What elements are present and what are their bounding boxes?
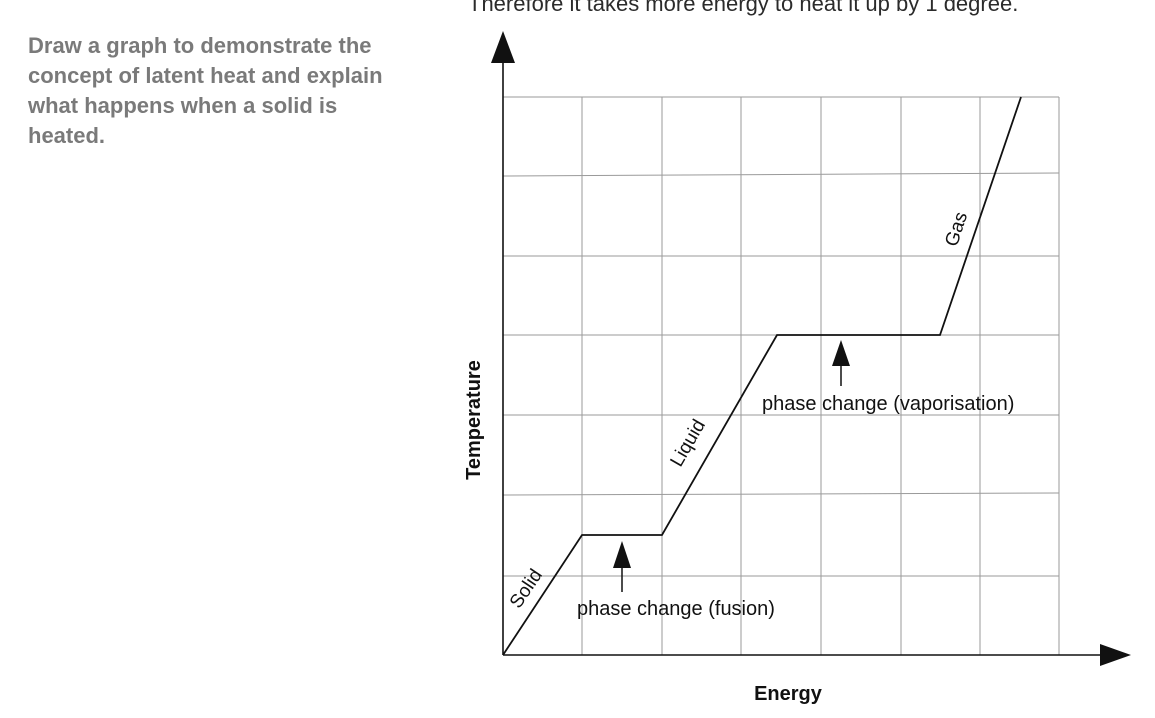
y-axis-arrowhead: [491, 31, 515, 63]
grid: [502, 96, 1060, 655]
grid-line: [502, 492, 1060, 496]
grid-line: [502, 172, 1060, 177]
y-axis-label: Temperature: [463, 360, 485, 480]
heating-curve: [502, 96, 1022, 656]
label-gas: Gas: [941, 209, 972, 249]
top-note: Therefore it takes more energy to heat i…: [468, 0, 1019, 16]
annotation-vaporisation: phase change (vaporisation): [762, 393, 1014, 415]
label-solid: Solid: [506, 566, 547, 613]
vaporisation-arrow: [832, 340, 850, 386]
x-axis-arrowhead: [1100, 644, 1131, 666]
annotation-fusion: phase change (fusion): [577, 598, 775, 620]
question-text: Draw a graph to demonstrate the concept …: [28, 33, 383, 148]
x-axis-label: Energy: [754, 683, 823, 705]
axes: [491, 31, 1131, 666]
fusion-arrow: [613, 541, 631, 592]
